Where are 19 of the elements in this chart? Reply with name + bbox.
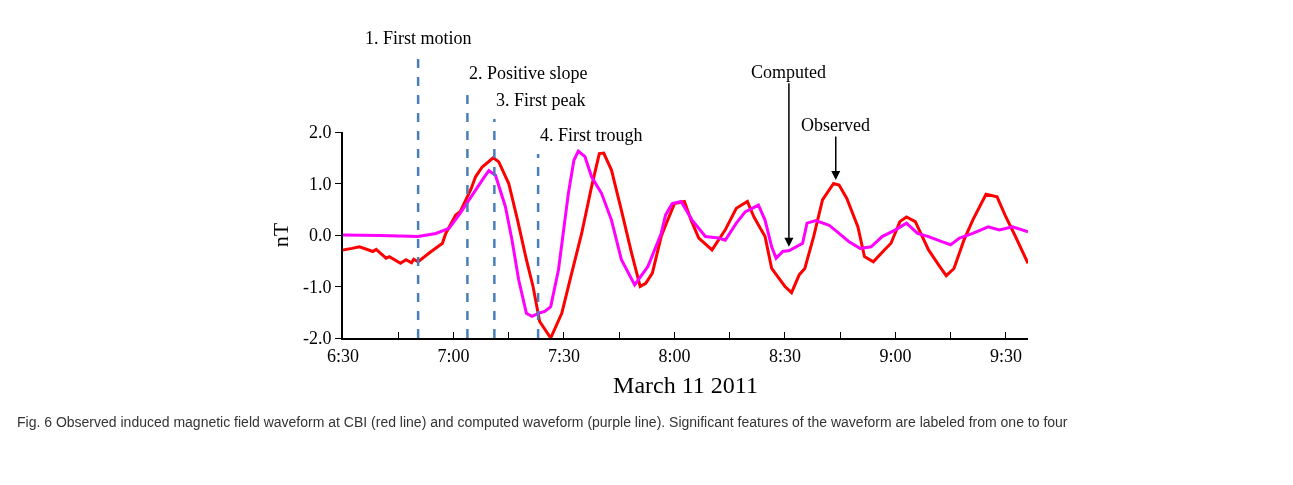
annotation: Observed bbox=[801, 115, 870, 135]
y-tick-label: 0.0 bbox=[308, 225, 332, 246]
x-axis-title: March 11 2011 bbox=[613, 372, 758, 399]
ref-line-label: 4. First trough bbox=[540, 125, 643, 145]
caption: Fig. 6 Observed induced magnetic field waveform at CBI (red line) and computed waveform (purple line). Significant features of the waveform are labeled from one to four bbox=[17, 414, 1068, 430]
annotation: Computed bbox=[751, 62, 826, 82]
ref-line-label: 2. Positive slope bbox=[469, 63, 588, 83]
x-tick-label: 7:00 bbox=[437, 345, 470, 366]
y-tick-label: 2.0 bbox=[308, 122, 332, 143]
x-tick-label: 8:00 bbox=[658, 345, 691, 366]
x-tick-label: 9:00 bbox=[879, 345, 912, 366]
x-tick-label: 9:30 bbox=[989, 345, 1022, 366]
x-tick-label: 7:30 bbox=[547, 345, 580, 366]
ref-line-label: 3. First peak bbox=[496, 90, 586, 110]
x-tick-label: 8:30 bbox=[768, 345, 801, 366]
y-tick-label: -1.0 bbox=[302, 276, 332, 297]
ref-line-label: 1. First motion bbox=[365, 28, 472, 48]
y-axis-title: nT bbox=[268, 222, 294, 248]
y-tick-label: 1.0 bbox=[308, 173, 332, 194]
